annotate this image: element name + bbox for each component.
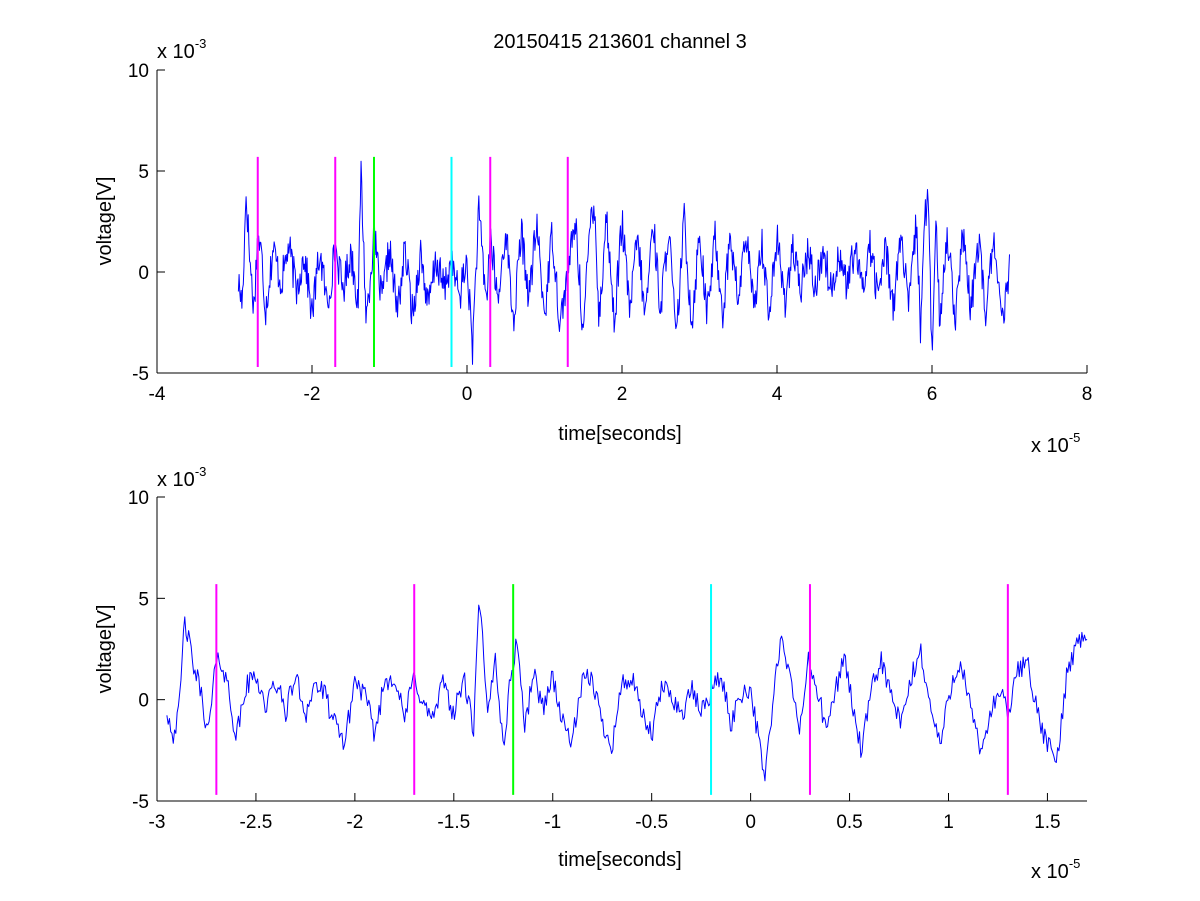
top-signal <box>237 160 1010 365</box>
bottom-xtick-label: -2.5 <box>240 812 273 833</box>
bottom-signal-line <box>166 604 1088 782</box>
top-xtick-label: -4 <box>149 384 166 405</box>
top-ticks: -4 -2 0 2 4 6 8 -5 0 5 10 <box>128 61 1092 405</box>
bottom-xtick-label: -1 <box>544 812 561 833</box>
axes-bottom: time[seconds] voltage[V] x 10-3 x 10-5 -… <box>94 464 1088 883</box>
bottom-xtick-label: -2 <box>346 812 363 833</box>
bottom-xtick-label: 0 <box>745 812 756 833</box>
bottom-xtick-label: 1.5 <box>1034 812 1060 833</box>
top-ytick-label: -5 <box>132 364 149 385</box>
bottom-signal <box>166 604 1088 782</box>
bottom-ytick-label: 10 <box>128 488 149 509</box>
bottom-ytick-label: 0 <box>138 691 149 712</box>
bottom-ylabel: voltage[V] <box>94 605 116 694</box>
bottom-y-multiplier-base: x 10 <box>157 469 195 491</box>
bottom-y-multiplier-exponent: -3 <box>195 464 207 479</box>
top-x-multiplier: x 10-5 <box>1031 430 1080 457</box>
top-signal-line <box>237 160 1010 365</box>
bottom-x-multiplier-base: x 10 <box>1031 861 1069 883</box>
top-xtick-label: 0 <box>462 384 473 405</box>
bottom-markers <box>215 584 1009 795</box>
bottom-xtick-label: -3 <box>149 812 166 833</box>
top-x-multiplier-base: x 10 <box>1031 435 1069 457</box>
top-xlabel: time[seconds] <box>558 423 681 445</box>
top-y-multiplier-base: x 10 <box>157 41 195 63</box>
top-xtick-label: -2 <box>304 384 321 405</box>
top-ylabel: voltage[V] <box>94 177 116 266</box>
bottom-ytick-label: 5 <box>138 589 149 610</box>
bottom-xtick-label: -0.5 <box>635 812 668 833</box>
bottom-xtick-label: 0.5 <box>836 812 862 833</box>
axes-top: time[seconds] voltage[V] x 10-3 x 10-5 -… <box>94 36 1092 457</box>
figure-title: 20150415 213601 channel 3 <box>493 31 747 53</box>
bottom-xtick-label: 1 <box>943 812 954 833</box>
top-xtick-label: 2 <box>617 384 628 405</box>
top-y-multiplier: x 10-3 <box>157 36 206 63</box>
top-x-multiplier-exponent: -5 <box>1069 430 1081 445</box>
bottom-x-multiplier: x 10-5 <box>1031 856 1080 883</box>
bottom-x-multiplier-exponent: -5 <box>1069 856 1081 871</box>
top-xtick-label: 6 <box>927 384 938 405</box>
bottom-xlabel: time[seconds] <box>558 849 681 871</box>
top-ytick-label: 5 <box>138 162 149 183</box>
top-ytick-label: 10 <box>128 61 149 82</box>
bottom-ticks: -3 -2.5 -2 -1.5 -1 -0.5 0 0.5 1 1.5 -5 0 5 10 <box>128 488 1061 833</box>
top-y-multiplier-exponent: -3 <box>195 36 207 51</box>
bottom-y-multiplier: x 10-3 <box>157 464 206 491</box>
top-xtick-label: 4 <box>772 384 783 405</box>
bottom-ytick-label: -5 <box>132 792 149 813</box>
top-markers <box>256 156 569 367</box>
bottom-xtick-label: -1.5 <box>437 812 470 833</box>
top-ytick-label: 0 <box>138 263 149 284</box>
top-xtick-label: 8 <box>1082 384 1093 405</box>
